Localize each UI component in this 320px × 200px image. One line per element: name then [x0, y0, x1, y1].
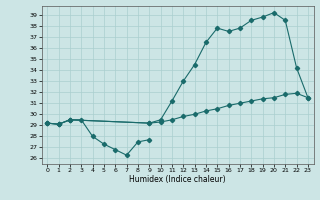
X-axis label: Humidex (Indice chaleur): Humidex (Indice chaleur) — [129, 175, 226, 184]
